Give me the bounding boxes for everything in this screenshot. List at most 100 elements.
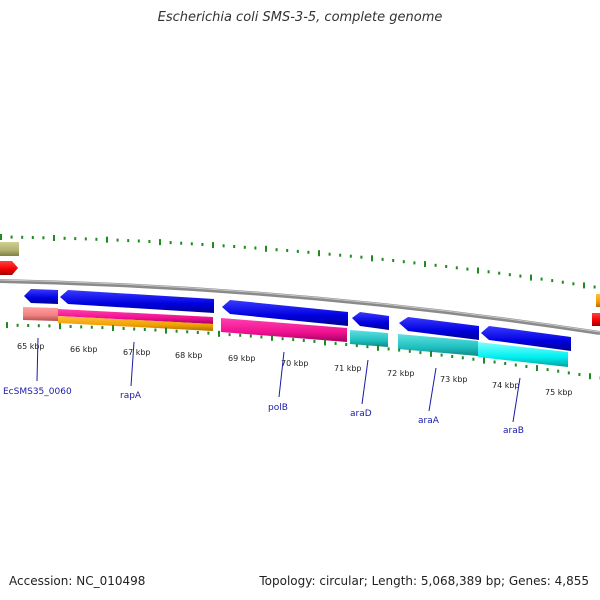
outer-minor-tick: [116, 238, 119, 242]
inner-minor-tick: [228, 333, 231, 337]
outer-minor-tick: [487, 270, 490, 274]
kbp-label-65: 65 kbp: [17, 342, 45, 351]
outer-minor-tick: [201, 243, 204, 246]
inner-minor-tick: [546, 368, 549, 372]
inner-minor-tick: [101, 326, 104, 330]
outer-major-tick: [265, 245, 267, 252]
inner-minor-tick: [122, 327, 125, 330]
outer-minor-tick: [63, 236, 66, 240]
inner-major-tick: [112, 325, 114, 332]
outer-tick-row: [0, 234, 596, 289]
gene-arrow-rapA: [60, 290, 214, 313]
outer-minor-tick: [275, 248, 278, 252]
inner-major-tick: [430, 350, 432, 357]
outer-minor-tick: [21, 235, 24, 239]
gene-arrow-araD: [352, 312, 389, 330]
inner-major-tick: [271, 334, 273, 341]
genome-backbone: [0, 279, 600, 335]
outer-minor-tick: [498, 271, 501, 275]
inner-minor-tick: [345, 343, 348, 346]
outer-major-tick: [424, 261, 426, 268]
inner-minor-tick: [419, 351, 422, 355]
outer-minor-tick: [466, 267, 469, 271]
gene-arrow-polB: [222, 300, 348, 326]
leader-araB: [512, 377, 521, 423]
inner-minor-tick: [249, 334, 252, 338]
outer-minor-tick: [402, 260, 405, 264]
gene-label-rapA: rapA: [120, 391, 142, 401]
red-forward-gene-left: [0, 261, 18, 275]
outer-minor-tick: [445, 265, 448, 268]
inner-minor-tick: [260, 335, 263, 339]
outer-minor-tick: [127, 239, 130, 243]
gene-arrow-araA: [399, 317, 479, 340]
outer-minor-tick: [349, 254, 352, 258]
inner-major-tick: [589, 373, 591, 380]
cds-rapA-alt: [58, 316, 213, 331]
inner-minor-tick: [504, 362, 507, 365]
outer-minor-tick: [392, 259, 395, 262]
leader-araD: [361, 359, 369, 405]
cds-araD: [350, 330, 388, 347]
leader-polB: [278, 351, 285, 398]
outer-minor-tick: [148, 240, 151, 243]
outer-minor-tick: [169, 241, 172, 245]
outer-minor-tick: [10, 235, 13, 239]
kbp-label-69: 69 kbp: [228, 354, 256, 363]
leader-rapA: [130, 341, 135, 387]
inner-minor-tick: [37, 324, 40, 328]
outer-minor-tick: [254, 246, 257, 250]
genome-backbone-highlight: [0, 279, 600, 333]
inner-minor-tick: [292, 338, 295, 342]
orange-feature-right: [596, 294, 600, 307]
leader-araA: [428, 367, 437, 412]
outer-minor-tick: [180, 241, 183, 245]
inner-minor-tick: [143, 328, 146, 331]
inner-minor-tick: [313, 339, 316, 343]
kbp-label-67: 67 kbp: [123, 348, 151, 357]
outer-minor-tick: [74, 237, 77, 241]
gene-arrow-araB: [481, 326, 571, 351]
kbp-label-74: 74 kbp: [492, 381, 520, 390]
inner-minor-tick: [514, 363, 517, 367]
outer-minor-tick: [455, 266, 458, 270]
gene-label-araA: araA: [418, 416, 440, 426]
inner-minor-tick: [355, 344, 358, 348]
outer-major-tick: [53, 235, 55, 241]
inner-minor-tick: [493, 360, 496, 364]
inner-major-tick: [324, 339, 326, 346]
map-title: Escherichia coli SMS-3-5, complete genom…: [157, 10, 443, 25]
inner-minor-tick: [80, 325, 83, 329]
inner-major-tick: [165, 327, 167, 334]
inner-minor-tick: [366, 345, 369, 349]
outer-minor-tick: [95, 237, 98, 241]
inner-minor-tick: [239, 333, 242, 337]
genome-summary-text: Topology: circular; Length: 5,068,389 bp…: [259, 574, 589, 588]
kbp-label-72: 72 kbp: [387, 369, 415, 378]
outer-major-tick: [212, 242, 214, 249]
inner-major-tick: [218, 330, 220, 337]
outer-minor-tick: [561, 280, 564, 284]
gene-leader-lines: [36, 337, 521, 423]
inner-minor-tick: [451, 355, 454, 358]
outer-minor-tick: [413, 261, 416, 265]
kbp-scale-labels: 65 kbp 66 kbp 67 kbp 68 kbp 69 kbp 70 kb…: [17, 342, 573, 397]
inner-minor-tick: [48, 324, 51, 328]
outer-major-tick: [530, 274, 532, 281]
outer-major-tick: [106, 236, 108, 243]
gene-arrow-EcSMS35_0060: [24, 289, 58, 304]
inner-minor-tick: [578, 373, 581, 376]
cds-rapA: [58, 309, 213, 324]
outer-minor-tick: [286, 249, 289, 252]
inner-minor-tick: [281, 337, 284, 341]
outer-minor-tick: [434, 263, 437, 267]
olive-feature: [0, 242, 19, 256]
cds-EcSMS35_0060: [23, 307, 58, 321]
outer-minor-tick: [339, 253, 342, 257]
outer-minor-tick: [42, 236, 45, 240]
inner-minor-tick: [90, 325, 93, 329]
red-forward-gene-right: [592, 313, 600, 326]
inner-minor-tick: [69, 325, 72, 328]
outer-minor-tick: [296, 249, 299, 253]
